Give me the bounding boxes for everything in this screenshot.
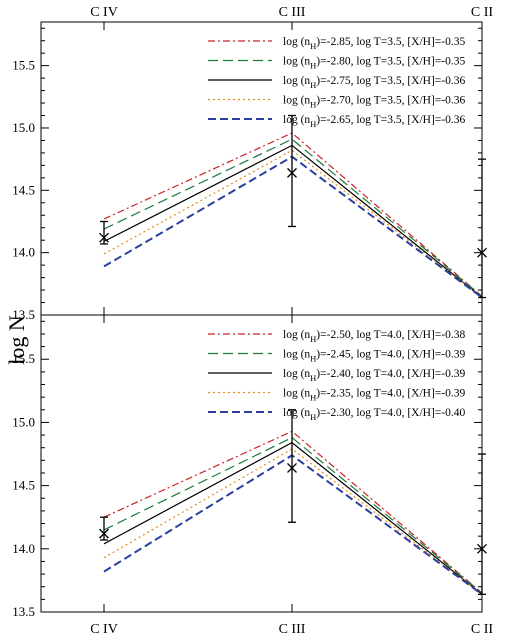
y-tick-label: 13.5 [12, 604, 35, 619]
legend-item-1: log (nH)=-2.85, log T=3.5, [X/H]=-0.35 [208, 36, 465, 51]
series-line-2 [103, 138, 483, 297]
observation-marker [477, 247, 487, 258]
observation-marker [287, 462, 297, 473]
legend-label: log (nH)=-2.50, log T=4.0, [X/H]=-0.38 [283, 329, 465, 344]
observation-marker [99, 232, 109, 243]
legend-label: log (nH)=-2.85, log T=3.5, [X/H]=-0.35 [283, 36, 465, 51]
y-tick-label: 14.5 [12, 182, 35, 197]
observation-marker [477, 543, 487, 554]
series-line-4 [103, 448, 483, 595]
y-tick-label: 15.0 [12, 414, 35, 429]
legend-item-1: log (nH)=-2.50, log T=4.0, [X/H]=-0.38 [208, 329, 465, 344]
y-tick-label: 14.0 [12, 541, 35, 556]
legend-label: log (nH)=-2.35, log T=4.0, [X/H]=-0.39 [283, 388, 465, 403]
legend-label: log (nH)=-2.65, log T=3.5, [X/H]=-0.36 [283, 114, 465, 129]
legend-item-4: log (nH)=-2.70, log T=3.5, [X/H]=-0.36 [208, 95, 465, 110]
y-tick-label: 14.5 [12, 478, 35, 493]
legend-label: log (nH)=-2.80, log T=3.5, [X/H]=-0.35 [283, 56, 465, 71]
series-line-3 [103, 441, 483, 595]
legend-item-4: log (nH)=-2.35, log T=4.0, [X/H]=-0.39 [208, 388, 465, 403]
x-tick-label-bottom: C II [471, 622, 494, 637]
y-tick-label: 15.5 [12, 58, 35, 73]
x-tick-label-top: C II [471, 5, 494, 20]
legend-item-2: log (nH)=-2.80, log T=3.5, [X/H]=-0.35 [208, 56, 465, 71]
x-tick-label-top: C IV [90, 5, 118, 20]
series-line-2 [103, 436, 483, 594]
legend-item-2: log (nH)=-2.45, log T=4.0, [X/H]=-0.39 [208, 349, 465, 364]
legend-label: log (nH)=-2.30, log T=4.0, [X/H]=-0.40 [283, 407, 465, 422]
observation-marker [99, 528, 109, 539]
legend-item-5: log (nH)=-2.65, log T=3.5, [X/H]=-0.36 [208, 114, 465, 129]
y-tick-label: 13.5 [12, 307, 35, 322]
series-line-3 [103, 144, 483, 298]
observation-marker [287, 167, 297, 178]
legend-item-3: log (nH)=-2.40, log T=4.0, [X/H]=-0.39 [208, 368, 465, 383]
legend-item-5: log (nH)=-2.30, log T=4.0, [X/H]=-0.40 [208, 407, 465, 422]
legend-label: log (nH)=-2.45, log T=4.0, [X/H]=-0.39 [283, 349, 465, 364]
x-tick-label-bottom: C III [279, 622, 306, 637]
legend-label: log (nH)=-2.40, log T=4.0, [X/H]=-0.39 [283, 368, 465, 383]
y-tick-label: 15.5 [12, 351, 35, 366]
panel-2: 13.5 14.0 14.5 15.0 15.5 C IV C III C II log (nH… [12, 314, 494, 637]
x-tick-label-top: C III [279, 5, 306, 20]
legend-label: log (nH)=-2.70, log T=3.5, [X/H]=-0.36 [283, 95, 465, 110]
legend: log (nH)=-2.50, log T=4.0, [X/H]=-0.38 lo… [208, 329, 465, 422]
series-line-4 [103, 149, 483, 298]
panel-1: 13.5 14.0 14.5 15.0 15.5 C IV C III C II log (nH… [12, 5, 493, 322]
legend-item-3: log (nH)=-2.75, log T=3.5, [X/H]=-0.36 [208, 75, 465, 90]
legend: log (nH)=-2.85, log T=3.5, [X/H]=-0.35 lo… [208, 36, 465, 129]
y-axis-label: log N [4, 315, 29, 365]
y-tick-label: 14.0 [12, 245, 35, 260]
legend-label: log (nH)=-2.75, log T=3.5, [X/H]=-0.36 [283, 75, 465, 90]
y-tick-label: 15.0 [12, 120, 35, 135]
x-tick-label-bottom: C IV [90, 622, 118, 637]
